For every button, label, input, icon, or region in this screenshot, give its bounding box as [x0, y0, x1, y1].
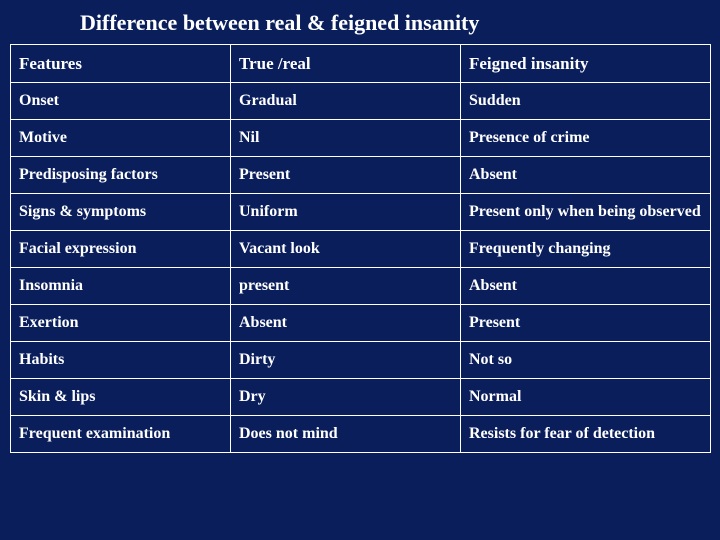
cell-true: present [231, 268, 461, 305]
cell-true: Absent [231, 305, 461, 342]
header-cell-feigned: Feigned insanity [461, 45, 711, 83]
cell-feature: Skin & lips [11, 379, 231, 416]
table-row: Habits Dirty Not so [11, 342, 711, 379]
cell-feigned: Sudden [461, 83, 711, 120]
cell-feigned: Normal [461, 379, 711, 416]
table-row: Facial expression Vacant look Frequently… [11, 231, 711, 268]
table-row: Skin & lips Dry Normal [11, 379, 711, 416]
cell-true: Does not mind [231, 416, 461, 453]
table-header-row: Features True /real Feigned insanity [11, 45, 711, 83]
page-title: Difference between real & feigned insani… [0, 0, 720, 44]
table-row: Motive Nil Presence of crime [11, 120, 711, 157]
cell-feature: Onset [11, 83, 231, 120]
cell-true: Dry [231, 379, 461, 416]
cell-feigned: Absent [461, 268, 711, 305]
cell-feature: Exertion [11, 305, 231, 342]
table-row: Onset Gradual Sudden [11, 83, 711, 120]
table-row: Insomnia present Absent [11, 268, 711, 305]
table-row: Predisposing factors Present Absent [11, 157, 711, 194]
table-row: Frequent examination Does not mind Resis… [11, 416, 711, 453]
cell-feature: Predisposing factors [11, 157, 231, 194]
cell-feigned: Presence of crime [461, 120, 711, 157]
table-row: Exertion Absent Present [11, 305, 711, 342]
cell-feature: Signs & symptoms [11, 194, 231, 231]
cell-feature: Motive [11, 120, 231, 157]
table-row: Signs & symptoms Uniform Present only wh… [11, 194, 711, 231]
cell-feigned: Resists for fear of detection [461, 416, 711, 453]
cell-true: Present [231, 157, 461, 194]
cell-feature: Insomnia [11, 268, 231, 305]
cell-feigned: Not so [461, 342, 711, 379]
cell-feigned: Present only when being observed [461, 194, 711, 231]
cell-feature: Habits [11, 342, 231, 379]
cell-true: Vacant look [231, 231, 461, 268]
cell-true: Uniform [231, 194, 461, 231]
cell-feigned: Absent [461, 157, 711, 194]
cell-true: Dirty [231, 342, 461, 379]
cell-true: Nil [231, 120, 461, 157]
cell-feature: Facial expression [11, 231, 231, 268]
header-cell-features: Features [11, 45, 231, 83]
cell-feigned: Frequently changing [461, 231, 711, 268]
cell-true: Gradual [231, 83, 461, 120]
comparison-table: Features True /real Feigned insanity Ons… [10, 44, 711, 453]
cell-feigned: Present [461, 305, 711, 342]
header-cell-true-real: True /real [231, 45, 461, 83]
cell-feature: Frequent examination [11, 416, 231, 453]
